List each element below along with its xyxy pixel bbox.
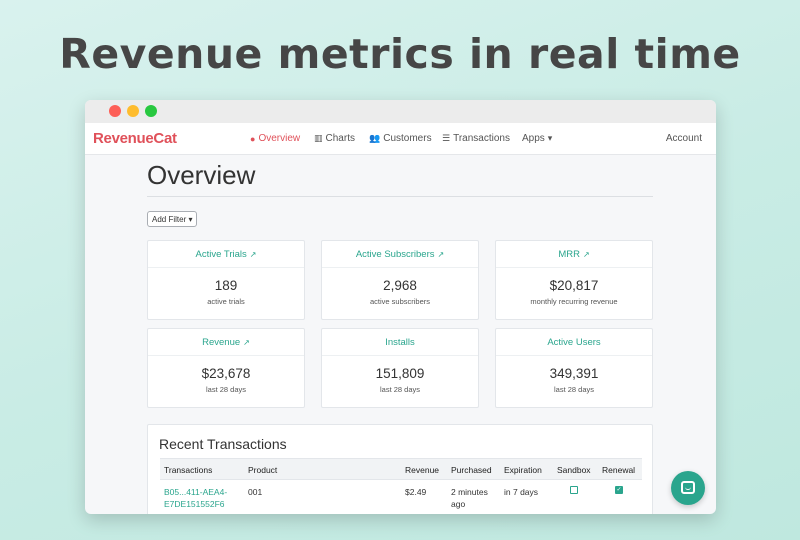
card-value: 151,809 — [375, 366, 425, 381]
external-link-icon[interactable]: ↗ — [582, 250, 590, 259]
caret-down-icon: ▾ — [547, 133, 553, 143]
card-header[interactable]: Active Subscribers ↗ — [322, 241, 478, 268]
metric-cards: Active Trials ↗ 189 active trials Active … — [147, 240, 653, 408]
transaction-id-link[interactable]: B05...411-AEA4-E7DE151552F6 — [164, 487, 228, 509]
nav-charts[interactable]: ▥ Charts — [314, 133, 355, 144]
nav-apps-label: Apps — [522, 133, 545, 144]
headline: Revenue metrics in real time — [59, 30, 741, 78]
window-titlebar — [85, 100, 716, 123]
renewal-checkbox: ✓ — [615, 486, 623, 494]
nav-overview[interactable]: ● Overview — [250, 133, 300, 144]
minimize-window-button[interactable] — [127, 105, 139, 117]
metric-card-active-subscribers: Active Subscribers ↗ 2,968 active subscri… — [321, 240, 479, 320]
nav-customers[interactable]: 👥 Customers — [369, 133, 432, 144]
card-subtitle: last 28 days — [553, 385, 595, 394]
card-value: 189 — [214, 278, 238, 293]
metric-card-active-users: Active Users 349,391 last 28 days — [495, 328, 653, 408]
close-window-button[interactable] — [109, 105, 121, 117]
recent-transactions-panel: Recent Transactions Transactions Product… — [147, 424, 653, 514]
page-title: Overview — [147, 160, 653, 197]
card-header: Installs — [322, 329, 478, 356]
card-value: $20,817 — [549, 278, 599, 293]
chat-icon — [681, 481, 695, 494]
map-pin-icon: ● — [250, 133, 256, 144]
card-title: Revenue — [202, 337, 241, 348]
external-link-icon[interactable]: ↗ — [243, 338, 250, 347]
metric-card-revenue: Revenue ↗ $23,678 last 28 days — [147, 328, 305, 408]
card-header[interactable]: MRR ↗ — [496, 241, 652, 268]
column-header: Renewal — [602, 465, 636, 475]
column-header: Purchased — [451, 465, 492, 475]
card-title: Active Subscribers — [355, 249, 435, 260]
caret-down-icon: ▾ — [188, 215, 193, 224]
card-title: Installs — [385, 337, 415, 348]
card-subtitle: active trials — [207, 297, 245, 306]
nav-overview-label: Overview — [258, 133, 301, 144]
nav-transactions[interactable]: ☰ Transactions — [442, 133, 510, 144]
column-header: Transactions — [164, 465, 213, 475]
card-header[interactable]: Revenue ↗ — [148, 329, 304, 356]
bar-chart-icon: ▥ — [314, 133, 323, 143]
card-subtitle: active subscribers — [369, 297, 431, 306]
column-header: Product — [248, 465, 278, 475]
nav-customers-label: Customers — [383, 133, 432, 144]
card-title: Active Trials — [195, 249, 247, 260]
table-row[interactable]: B05...411-AEA4-E7DE151552F6 001 $2.49 2 … — [160, 480, 642, 514]
chat-widget-button[interactable] — [671, 471, 705, 505]
card-header[interactable]: Active Trials ↗ — [148, 241, 304, 268]
list-icon: ☰ — [442, 133, 451, 143]
browser-window: RevenueCat ● Overview ▥ Charts 👥 Custome… — [85, 100, 716, 514]
nav-account[interactable]: Account — [665, 133, 702, 144]
product-cell: 001 — [248, 487, 263, 497]
nav-apps[interactable]: Apps ▾ — [522, 133, 552, 144]
card-subtitle: last 28 days — [379, 385, 421, 394]
card-value: 349,391 — [549, 366, 599, 381]
card-subtitle: monthly recurring revenue — [530, 297, 618, 306]
users-icon: 👥 — [369, 133, 381, 143]
card-value: $23,678 — [201, 366, 251, 381]
add-filter-button[interactable]: Add Filter ▾ — [147, 211, 198, 227]
purchased-cell: 2 minutes ago — [451, 487, 488, 509]
card-title: Active Users — [547, 337, 601, 348]
table-header: Transactions Product Revenue Purchased E… — [160, 458, 642, 480]
card-subtitle: last 28 days — [205, 385, 247, 394]
card-title: MRR — [558, 249, 580, 260]
top-navbar: RevenueCat ● Overview ▥ Charts 👥 Custome… — [85, 123, 716, 155]
maximize-window-button[interactable] — [145, 105, 157, 117]
add-filter-label: Add Filter — [152, 215, 187, 224]
column-header: Sandbox — [557, 465, 591, 475]
metric-card-installs: Installs 151,809 last 28 days — [321, 328, 479, 408]
revenuecat-logo[interactable]: RevenueCat — [93, 130, 177, 147]
card-header: Active Users — [496, 329, 652, 356]
expiration-cell: in 7 days — [504, 487, 539, 497]
metric-card-active-trials: Active Trials ↗ 189 active trials — [147, 240, 305, 320]
card-value: 2,968 — [383, 278, 417, 293]
transactions-table: Transactions Product Revenue Purchased E… — [160, 458, 642, 514]
main-content: Overview Add Filter ▾ Active Trials ↗ 189… — [147, 160, 653, 514]
nav-charts-label: Charts — [325, 133, 355, 144]
column-header: Revenue — [405, 465, 440, 475]
nav-transactions-label: Transactions — [453, 133, 510, 144]
recent-transactions-title: Recent Transactions — [159, 436, 287, 452]
sandbox-checkbox — [570, 486, 578, 494]
external-link-icon[interactable]: ↗ — [249, 250, 257, 259]
revenue-cell: $2.49 — [405, 487, 427, 497]
column-header: Expiration — [504, 465, 542, 475]
metric-card-mrr: MRR ↗ $20,817 monthly recurring revenue — [495, 240, 653, 320]
external-link-icon[interactable]: ↗ — [437, 250, 445, 259]
